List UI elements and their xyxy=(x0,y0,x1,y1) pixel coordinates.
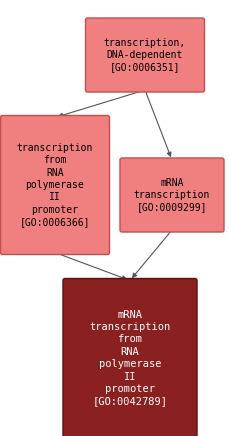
Text: mRNA
transcription
from
RNA
polymerase
II
promoter
[GO:0042789]: mRNA transcription from RNA polymerase I… xyxy=(89,310,171,406)
FancyBboxPatch shape xyxy=(63,279,197,436)
FancyBboxPatch shape xyxy=(120,158,224,232)
Text: mRNA
transcription
[GO:0009299]: mRNA transcription [GO:0009299] xyxy=(134,177,210,212)
FancyBboxPatch shape xyxy=(85,18,204,92)
FancyBboxPatch shape xyxy=(0,116,109,255)
Text: transcription,
DNA-dependent
[GO:0006351]: transcription, DNA-dependent [GO:0006351… xyxy=(104,37,186,72)
Text: transcription
from
RNA
polymerase
II
promoter
[GO:0006366]: transcription from RNA polymerase II pro… xyxy=(17,143,93,227)
